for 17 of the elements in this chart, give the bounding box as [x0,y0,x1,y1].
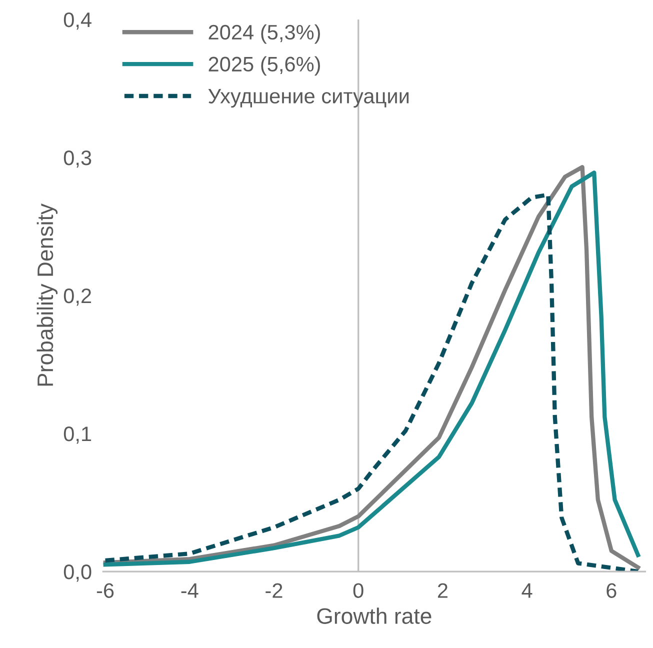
x-tick-label: 6 [606,583,616,598]
x-tick-label: -6 [96,583,114,598]
x-tick-label: 4 [522,583,532,598]
x-tick-label: -4 [181,583,198,598]
legend-label: Ухудшение ситуации [208,88,409,108]
y-tick-label: 0,0 [64,564,92,582]
y-tick-label: 0,2 [64,288,92,306]
legend-label: 2024 (5,3%) [208,24,320,44]
y-tick-label: 0,4 [64,12,92,30]
x-tick-label: -2 [266,583,282,598]
legend-label: 2025 (5,6%) [208,56,320,76]
x-axis-title: Growth rate [317,608,432,624]
x-tick-label: 0 [353,583,364,598]
y-tick-label: 0,3 [64,150,92,168]
y-axis-title: Probability Density [36,204,58,386]
y-tick-label: 0,1 [64,426,92,444]
x-tick-label: 2 [438,583,448,598]
